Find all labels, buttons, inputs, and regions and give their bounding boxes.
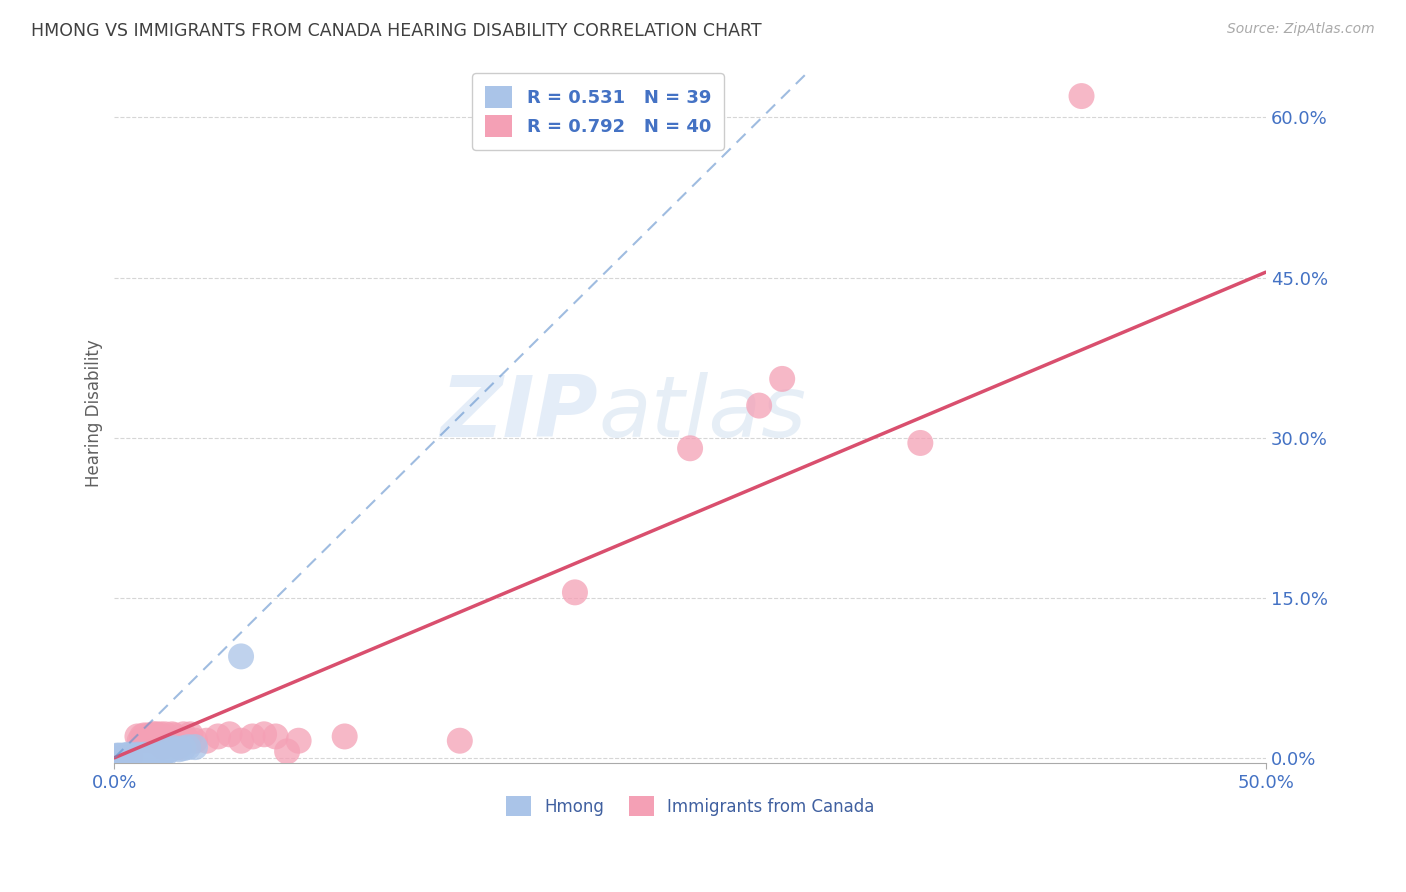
Point [112,749,135,764]
Y-axis label: Hearing Disability: Hearing Disability [86,340,103,487]
Point [120,749,142,764]
Point [120,748,142,763]
Point [195,733,218,747]
Text: Source: ZipAtlas.com: Source: ZipAtlas.com [1227,22,1375,37]
Point [141,733,163,747]
Point [146,728,169,742]
Point [167,740,190,755]
Text: atlas: atlas [598,372,806,455]
Point [112,748,135,763]
Point [110,748,132,763]
Point [117,749,139,764]
Point [910,436,932,450]
Point [103,751,125,765]
Point [229,649,252,664]
Point [120,749,142,764]
Point [179,727,201,741]
Point [152,740,174,755]
Point [131,730,153,744]
Point [128,733,150,747]
Point [131,748,153,763]
Point [115,751,138,765]
Point [287,733,309,747]
Point [167,742,190,756]
Point [229,733,252,747]
Point [121,749,143,764]
Point [127,748,149,763]
Point [110,751,132,765]
Point [142,727,165,741]
Point [145,727,167,741]
Point [134,732,156,747]
Point [163,728,186,742]
Point [253,727,276,741]
Point [173,727,195,741]
Point [115,749,138,764]
Point [105,748,128,763]
Point [149,747,172,762]
Point [264,730,287,744]
Point [108,748,131,763]
Legend: Hmong, Immigrants from Canada: Hmong, Immigrants from Canada [498,788,883,825]
Point [748,399,770,413]
Point [108,749,131,764]
Point [110,751,132,765]
Point [184,733,207,747]
Point [127,747,149,762]
Point [218,727,240,741]
Point [679,442,702,456]
Point [173,741,195,756]
Point [145,747,167,762]
Point [117,747,139,762]
Point [242,730,264,744]
Point [159,742,181,756]
Point [770,372,793,386]
Point [152,747,174,762]
Point [207,730,229,744]
Point [153,727,176,741]
Point [127,730,149,744]
Point [163,741,186,756]
Point [149,727,172,741]
Point [153,747,176,762]
Text: ZIP: ZIP [440,372,598,455]
Point [184,740,207,755]
Point [128,748,150,763]
Point [138,748,160,763]
Point [156,743,179,757]
Point [105,749,128,764]
Point [110,749,132,764]
Point [115,748,138,763]
Point [141,748,163,763]
Point [134,747,156,762]
Point [333,730,356,744]
Point [134,728,156,742]
Point [124,749,146,764]
Point [177,740,200,755]
Text: HMONG VS IMMIGRANTS FROM CANADA HEARING DISABILITY CORRELATION CHART: HMONG VS IMMIGRANTS FROM CANADA HEARING … [31,22,762,40]
Point [160,727,183,741]
Point [177,733,200,747]
Point [121,748,143,763]
Point [276,744,298,758]
Point [146,748,169,763]
Point [449,733,471,747]
Point [1070,89,1092,103]
Point [564,585,586,599]
Point [138,728,160,742]
